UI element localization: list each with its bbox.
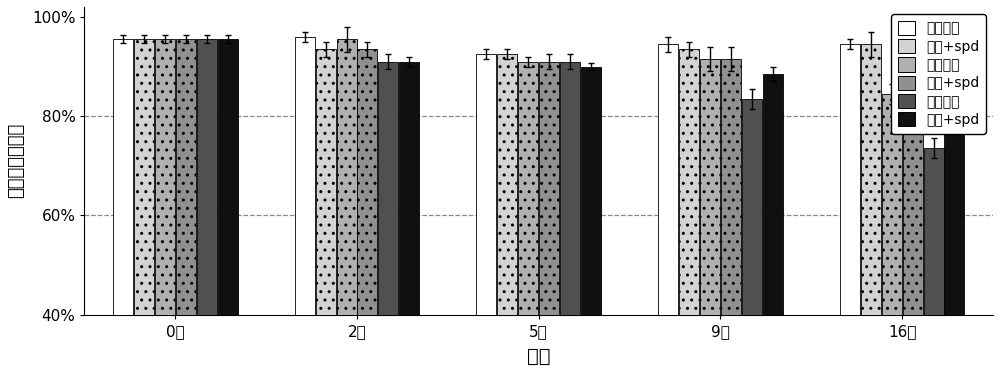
Bar: [882, 94, 902, 315]
X-axis label: 时间: 时间: [527, 347, 550, 366]
Bar: [679, 49, 699, 315]
Bar: [113, 39, 133, 315]
Bar: [763, 74, 783, 315]
Bar: [357, 49, 377, 315]
Bar: [721, 59, 741, 315]
Bar: [476, 54, 496, 315]
Bar: [134, 39, 154, 315]
Bar: [197, 39, 217, 315]
Y-axis label: 叶片相对含水量: 叶片相对含水量: [7, 123, 25, 198]
Bar: [497, 54, 517, 315]
Bar: [903, 81, 923, 315]
Bar: [924, 148, 944, 315]
Bar: [155, 39, 175, 315]
Bar: [861, 44, 881, 315]
Bar: [539, 62, 559, 315]
Bar: [700, 59, 720, 315]
Bar: [742, 99, 762, 315]
Legend: 正常浇水, 正常+spd, 中度干旱, 中度+spd, 重度干旱, 重度+spd: 正常浇水, 正常+spd, 中度干旱, 中度+spd, 重度干旱, 重度+spd: [891, 14, 986, 134]
Bar: [944, 119, 964, 315]
Bar: [518, 62, 538, 315]
Bar: [658, 44, 678, 315]
Bar: [295, 37, 315, 315]
Bar: [218, 39, 238, 315]
Bar: [378, 62, 398, 315]
Bar: [581, 66, 601, 315]
Bar: [337, 39, 357, 315]
Bar: [176, 39, 196, 315]
Bar: [399, 62, 419, 315]
Bar: [316, 49, 336, 315]
Bar: [840, 44, 860, 315]
Bar: [560, 62, 580, 315]
